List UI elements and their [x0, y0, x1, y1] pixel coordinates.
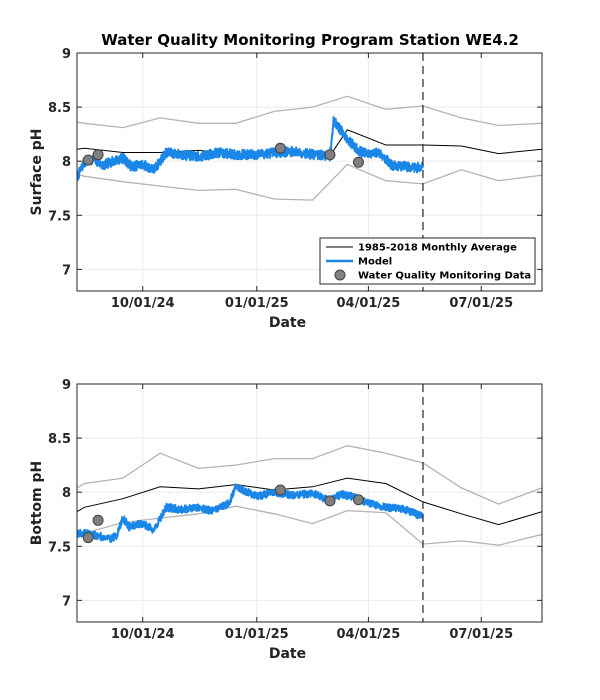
- chart-panel-2: 7 7.5 8 8.5 9 10/01/24 01/01/25 04/01/25 07/01/2…: [29, 378, 543, 662]
- y-tick-label: 7.5: [48, 209, 71, 224]
- envelope-line: [77, 445, 542, 505]
- y-tick-label: 9: [62, 378, 71, 393]
- wqm-data-point: [352, 494, 364, 506]
- wqm-data-point: [352, 156, 364, 168]
- x-tick-label: 10/01/24: [111, 296, 175, 311]
- y-axis-label: Surface pH: [29, 129, 45, 216]
- x-tick-label: 01/01/25: [225, 627, 289, 642]
- y-tick-label: 7: [62, 263, 71, 278]
- y-tick-label: 8: [62, 155, 71, 170]
- y-tick-label: 8.5: [48, 432, 71, 447]
- model-line: [77, 483, 424, 543]
- y-tick-label: 9: [62, 47, 71, 62]
- average-line: [77, 477, 542, 526]
- legend-label: Model: [358, 257, 392, 268]
- x-tick-label: 04/01/25: [337, 296, 401, 311]
- wqm-data-point: [82, 532, 94, 544]
- x-tick-label: 04/01/25: [337, 627, 401, 642]
- y-tick-label: 7: [62, 594, 71, 609]
- envelope-line: [77, 163, 542, 201]
- legend-label: 1985-2018 Monthly Average: [358, 243, 517, 254]
- wqm-data-point: [274, 142, 286, 154]
- y-tick-label: 8: [62, 486, 71, 501]
- x-tick-label: 07/01/25: [449, 627, 513, 642]
- wqm-data-point: [324, 495, 336, 507]
- y-axis-label: Bottom pH: [29, 461, 45, 546]
- x-tick-label: 10/01/24: [111, 627, 175, 642]
- plot-series-group: [77, 95, 542, 201]
- x-axis-label: Date: [269, 315, 306, 331]
- legend: 1985-2018 Monthly Average Model Water Qual…: [319, 237, 536, 285]
- y-tick-label: 8.5: [48, 101, 71, 116]
- axes-frame: [76, 52, 543, 292]
- envelope-line: [77, 95, 542, 129]
- plot-series-group: [77, 445, 542, 546]
- chart-panel-1: 7 7.5 8 8.5 9 10/01/24 01/01/25 04/01/25 07/01/2…: [29, 47, 543, 331]
- plot-area: [77, 384, 542, 622]
- legend-box: [319, 237, 536, 285]
- legend-label: Water Quality Monitoring Data: [358, 271, 531, 282]
- y-tick-label: 7.5: [48, 540, 71, 555]
- wqm-data-point: [82, 154, 94, 166]
- wqm-data-point: [92, 514, 104, 526]
- axes-frame: [76, 383, 543, 623]
- envelope-line: [77, 505, 542, 546]
- x-tick-label: 01/01/25: [225, 296, 289, 311]
- wqm-data-point: [92, 149, 104, 161]
- x-tick-label: 07/01/25: [449, 296, 513, 311]
- model-line: [77, 116, 424, 181]
- figure-title: Water Quality Monitoring Program Station…: [101, 31, 519, 49]
- legend-symbol-wqm: [334, 269, 346, 281]
- wqm-data-point: [324, 149, 336, 161]
- wqm-data-point: [274, 484, 286, 496]
- x-axis-label: Date: [269, 646, 306, 662]
